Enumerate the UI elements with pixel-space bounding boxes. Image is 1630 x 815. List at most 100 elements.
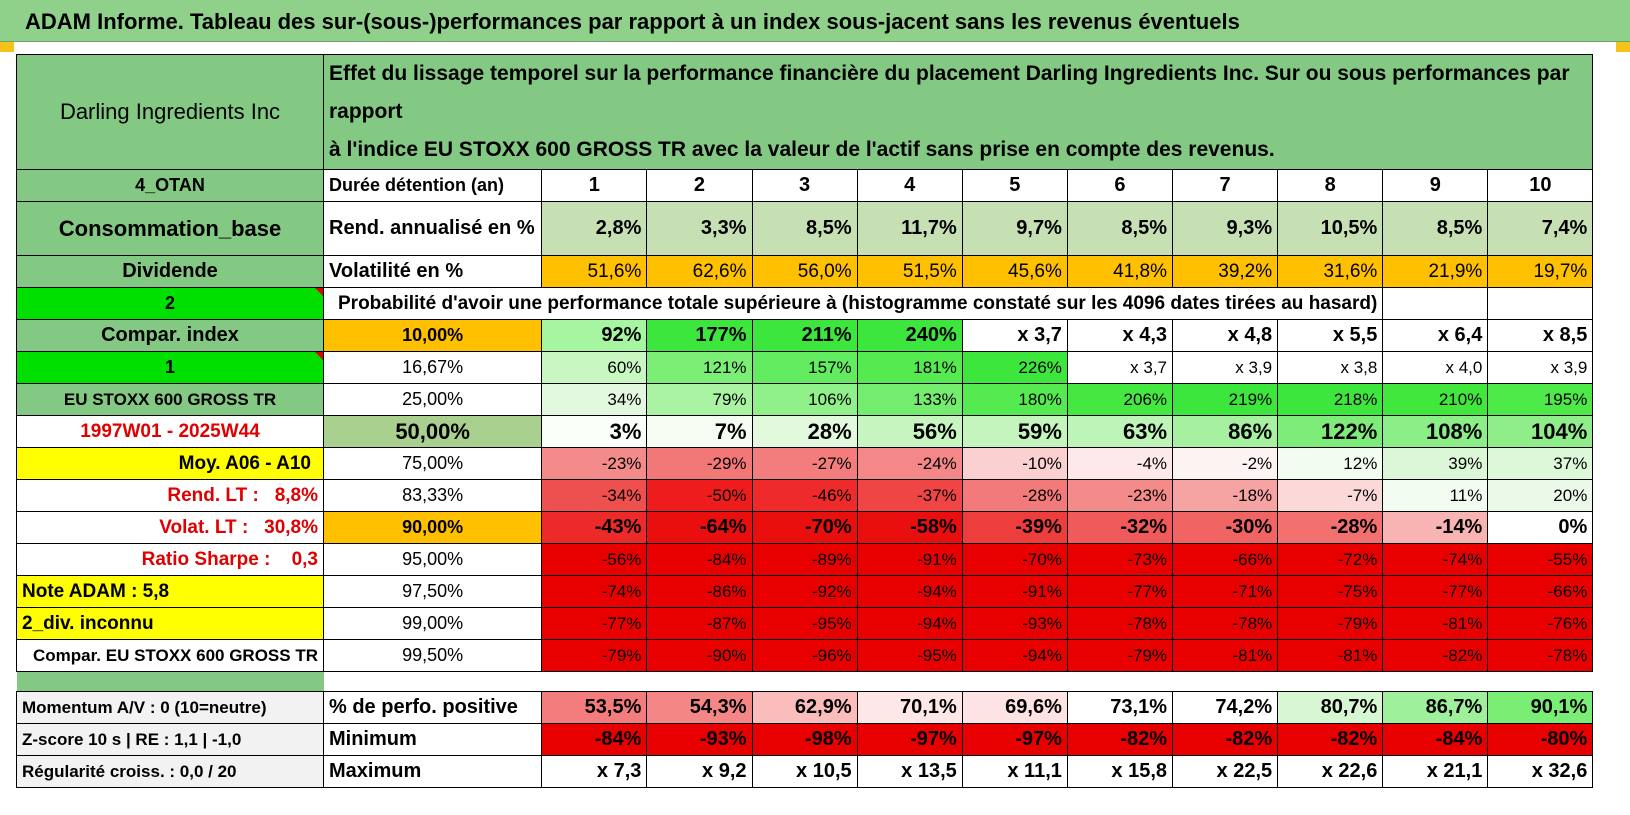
minimum-value: -80%: [1487, 723, 1594, 756]
percentile-value: -73%: [1066, 543, 1174, 576]
percentile-value: 181%: [856, 351, 963, 384]
label-period: 1997W01 - 2025W44: [16, 415, 324, 448]
percentile-value: 106%: [751, 383, 858, 416]
minimum-value: -82%: [1172, 723, 1279, 756]
percentile-value: -43%: [541, 511, 648, 544]
percentile-value: 7%: [646, 415, 753, 448]
maximum-value: x 15,8: [1066, 755, 1174, 788]
minimum-value: -84%: [541, 723, 648, 756]
report-title-bar: ADAM Informe. Tableau des sur-(sous-)per…: [0, 0, 1630, 42]
rend-value: 8,5%: [751, 201, 858, 256]
percentile-value: 63%: [1066, 415, 1174, 448]
percentile-value: -28%: [1277, 511, 1384, 544]
description-cell: Effet du lissage temporel sur la perform…: [322, 54, 1594, 170]
label-positive: % de perfo. positive: [322, 691, 543, 724]
label-sharpe: Ratio Sharpe : 0,3: [16, 543, 324, 576]
label-dividende: Dividende: [16, 255, 324, 288]
percentile-value: -23%: [1066, 479, 1174, 512]
positive-value: 80,7%: [1277, 691, 1384, 724]
percentile-value: -95%: [856, 639, 963, 672]
volat-value: 56,0%: [751, 255, 858, 288]
percentile-value: x 6,4: [1382, 319, 1489, 352]
percentile-value: -91%: [856, 543, 963, 576]
maximum-value: x 22,5: [1172, 755, 1279, 788]
rend-value: 8,5%: [1382, 201, 1489, 256]
percentile-label: 99,00%: [322, 607, 543, 640]
percentile-value: 11%: [1382, 479, 1489, 512]
percentile-value: -72%: [1277, 543, 1384, 576]
percentile-value: 104%: [1487, 415, 1594, 448]
percentile-value: 177%: [646, 319, 753, 352]
percentile-value: x 3,9: [1172, 351, 1279, 384]
maximum-value: x 21,1: [1382, 755, 1489, 788]
selector-2[interactable]: 2: [16, 287, 324, 320]
percentile-value: 79%: [646, 383, 753, 416]
percentile-value: -32%: [1066, 511, 1174, 544]
positive-value: 73,1%: [1066, 691, 1174, 724]
percentile-label: 99,50%: [322, 639, 543, 672]
percentile-value: -2%: [1172, 447, 1279, 480]
label-index-name: EU STOXX 600 GROSS TR: [16, 383, 324, 416]
percentile-value: 20%: [1487, 479, 1594, 512]
volat-value: 62,6%: [646, 255, 753, 288]
rend-value: 3,3%: [646, 201, 753, 256]
percentile-value: -27%: [751, 447, 858, 480]
label-otan: 4_OTAN: [16, 169, 324, 202]
percentile-value: -78%: [1172, 607, 1279, 640]
percentile-value: -46%: [751, 479, 858, 512]
maximum-value: x 32,6: [1487, 755, 1594, 788]
year-header: 2: [646, 169, 753, 202]
percentile-value: -78%: [1487, 639, 1594, 672]
label-volat-lt: Volat. LT : 30,8%: [16, 511, 324, 544]
percentile-value: -95%: [751, 607, 858, 640]
positive-value: 70,1%: [856, 691, 963, 724]
positive-value: 69,6%: [961, 691, 1068, 724]
percentile-label: 75,00%: [322, 447, 543, 480]
year-header: 5: [961, 169, 1068, 202]
volat-value: 41,8%: [1066, 255, 1174, 288]
percentile-value: -37%: [856, 479, 963, 512]
selector-1[interactable]: 1: [16, 351, 324, 384]
percentile-value: 226%: [961, 351, 1068, 384]
percentile-value: -30%: [1172, 511, 1279, 544]
percentile-value: 12%: [1277, 447, 1384, 480]
percentile-value: 28%: [751, 415, 858, 448]
percentile-value: -14%: [1382, 511, 1489, 544]
percentile-label: 16,67%: [322, 351, 543, 384]
percentile-value: -23%: [541, 447, 648, 480]
volat-value: 31,6%: [1277, 255, 1384, 288]
percentile-value: -75%: [1277, 575, 1384, 608]
percentile-value: 59%: [961, 415, 1068, 448]
year-header: 9: [1382, 169, 1489, 202]
positive-value: 62,9%: [751, 691, 858, 724]
percentile-value: -76%: [1487, 607, 1594, 640]
rend-lt-label: Rend. LT :: [167, 484, 259, 506]
percentile-value: x 3,9: [1487, 351, 1594, 384]
sharpe-value: 0,3: [291, 548, 318, 570]
percentile-value: -64%: [646, 511, 753, 544]
label-duree: Durée détention (an): [322, 169, 543, 202]
percentile-value: x 3,8: [1277, 351, 1384, 384]
percentile-value: 0%: [1487, 511, 1594, 544]
rend-value: 7,4%: [1487, 201, 1594, 256]
empty-cell: [1487, 287, 1594, 320]
percentile-value: -96%: [751, 639, 858, 672]
rend-value: 2,8%: [541, 201, 648, 256]
percentile-value: -91%: [961, 575, 1068, 608]
percentile-value: -81%: [1382, 607, 1489, 640]
percentile-label: 83,33%: [322, 479, 543, 512]
positive-value: 53,5%: [541, 691, 648, 724]
percentile-value: 122%: [1277, 415, 1384, 448]
volat-value: 45,6%: [961, 255, 1068, 288]
percentile-label: 10,00%: [322, 319, 543, 352]
volat-lt-label: Volat. LT :: [159, 516, 249, 538]
rend-lt-value: 8,8%: [274, 484, 318, 506]
percentile-value: 56%: [856, 415, 963, 448]
year-header: 1: [541, 169, 648, 202]
minimum-value: -97%: [856, 723, 963, 756]
minimum-value: -98%: [751, 723, 858, 756]
minimum-value: -93%: [646, 723, 753, 756]
maximum-value: x 10,5: [751, 755, 858, 788]
percentile-value: 157%: [751, 351, 858, 384]
percentile-value: -81%: [1172, 639, 1279, 672]
